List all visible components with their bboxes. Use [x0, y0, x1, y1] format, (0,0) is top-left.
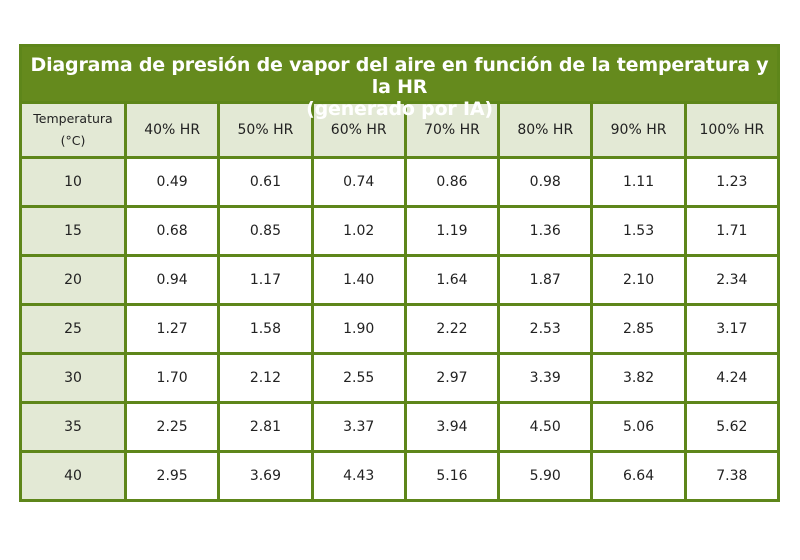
pressure-cell: 0.94: [123, 254, 221, 306]
table-row: 15 0.68 0.85 1.02 1.19 1.36 1.53 1.71: [19, 205, 781, 257]
pressure-cell: 1.87: [497, 254, 594, 306]
pressure-cell: 2.81: [217, 401, 314, 453]
temperature-cell: 40: [19, 450, 127, 502]
pressure-cell: 0.98: [497, 156, 594, 208]
temperature-cell: 35: [19, 401, 127, 453]
pressure-cell: 1.19: [403, 205, 501, 257]
pressure-cell: 5.16: [403, 450, 501, 502]
header-cell: 80% HR: [497, 101, 594, 159]
pressure-cell: 2.85: [590, 303, 687, 355]
pressure-cell: 1.58: [217, 303, 314, 355]
table-row: 30 1.70 2.12 2.55 2.97 3.39 3.82 4.24: [19, 352, 781, 404]
header-row: Temperatura (°C) 40% HR 50% HR 60% HR 70…: [19, 101, 781, 159]
table-row: 20 0.94 1.17 1.40 1.64 1.87 2.10 2.34: [19, 254, 781, 306]
pressure-cell: 4.24: [683, 352, 781, 404]
pressure-cell: 3.17: [683, 303, 781, 355]
pressure-cell: 3.69: [217, 450, 314, 502]
pressure-cell: 5.06: [590, 401, 687, 453]
pressure-cell: 1.90: [310, 303, 407, 355]
header-temperature: Temperatura (°C): [19, 101, 127, 159]
pressure-cell: 1.40: [310, 254, 407, 306]
pressure-cell: 3.37: [310, 401, 407, 453]
header-cell: 60% HR: [310, 101, 407, 159]
pressure-cell: 0.86: [403, 156, 501, 208]
pressure-cell: 5.62: [683, 401, 781, 453]
pressure-cell: 2.22: [403, 303, 501, 355]
pressure-cell: 4.50: [497, 401, 594, 453]
temperature-cell: 30: [19, 352, 127, 404]
temperature-cell: 10: [19, 156, 127, 208]
pressure-cell: 0.85: [217, 205, 314, 257]
pressure-cell: 5.90: [497, 450, 594, 502]
pressure-cell: 1.11: [590, 156, 687, 208]
pressure-cell: 0.49: [123, 156, 221, 208]
pressure-cell: 1.17: [217, 254, 314, 306]
pressure-cell: 2.97: [403, 352, 501, 404]
header-cell: 70% HR: [403, 101, 501, 159]
pressure-cell: 3.94: [403, 401, 501, 453]
pressure-cell: 7.38: [683, 450, 781, 502]
pressure-cell: 2.34: [683, 254, 781, 306]
pressure-cell: 1.27: [123, 303, 221, 355]
temperature-cell: 15: [19, 205, 127, 257]
pressure-cell: 0.74: [310, 156, 407, 208]
pressure-cell: 2.53: [497, 303, 594, 355]
pressure-cell: 6.64: [590, 450, 687, 502]
temperature-cell: 20: [19, 254, 127, 306]
header-cell: 40% HR: [123, 101, 221, 159]
pressure-cell: 3.82: [590, 352, 687, 404]
pressure-cell: 2.12: [217, 352, 314, 404]
table-title: Diagrama de presión de vapor del aire en…: [19, 44, 780, 120]
pressure-cell: 2.10: [590, 254, 687, 306]
header-temp-unit: (°C): [60, 133, 86, 148]
pressure-cell: 1.70: [123, 352, 221, 404]
title-line-1: Diagrama de presión de vapor del aire en…: [30, 54, 769, 98]
temperature-cell: 25: [19, 303, 127, 355]
header-cell: 100% HR: [683, 101, 781, 159]
pressure-cell: 2.25: [123, 401, 221, 453]
pressure-cell: 1.23: [683, 156, 781, 208]
table-row: 25 1.27 1.58 1.90 2.22 2.53 2.85 3.17: [19, 303, 781, 355]
header-cell: 90% HR: [590, 101, 687, 159]
pressure-cell: 1.36: [497, 205, 594, 257]
pressure-cell: 4.43: [310, 450, 407, 502]
pressure-cell: 1.71: [683, 205, 781, 257]
pressure-cell: 0.61: [217, 156, 314, 208]
pressure-cell: 0.68: [123, 205, 221, 257]
pressure-cell: 3.39: [497, 352, 594, 404]
pressure-cell: 2.95: [123, 450, 221, 502]
header-temp-label: Temperatura: [33, 111, 113, 126]
pressure-cell: 1.53: [590, 205, 687, 257]
table-row: 40 2.95 3.69 4.43 5.16 5.90 6.64 7.38: [19, 450, 781, 502]
pressure-cell: 1.02: [310, 205, 407, 257]
header-cell: 50% HR: [217, 101, 314, 159]
table-row: 10 0.49 0.61 0.74 0.86 0.98 1.11 1.23: [19, 156, 781, 208]
pressure-cell: 2.55: [310, 352, 407, 404]
table-row: 35 2.25 2.81 3.37 3.94 4.50 5.06 5.62: [19, 401, 781, 453]
vapor-pressure-table-container: Diagrama de presión de vapor del aire en…: [19, 44, 781, 502]
pressure-cell: 1.64: [403, 254, 501, 306]
title-line-2: (generado por IA): [306, 98, 493, 120]
vapor-pressure-table: Temperatura (°C) 40% HR 50% HR 60% HR 70…: [19, 101, 781, 502]
